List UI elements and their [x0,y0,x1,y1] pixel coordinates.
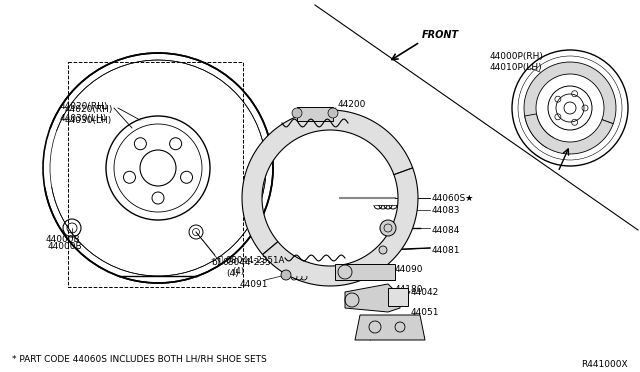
Circle shape [328,108,338,118]
Text: 44010P(LH): 44010P(LH) [490,63,543,72]
Text: 44083: 44083 [432,206,461,215]
Text: 44000B: 44000B [48,242,83,251]
Polygon shape [524,62,616,148]
Text: 44030(LH): 44030(LH) [65,116,112,125]
Polygon shape [355,315,425,340]
Text: (4): (4) [226,269,239,278]
Text: 08044-2351A: 08044-2351A [222,258,283,267]
Text: ⒱ 08044-2351A: ⒱ 08044-2351A [218,255,284,264]
Polygon shape [262,168,418,286]
Text: 44051: 44051 [411,308,440,317]
Text: 44030(LH): 44030(LH) [60,114,108,123]
Text: 44091: 44091 [240,280,269,289]
Bar [388,288,408,306]
Text: R441000X: R441000X [581,360,628,369]
Text: 44020(RH): 44020(RH) [65,105,113,114]
Circle shape [292,108,302,118]
Text: * PART CODE 44060S INCLUDES BOTH LH/RH SHOE SETS: * PART CODE 44060S INCLUDES BOTH LH/RH S… [12,354,267,363]
Text: 44084: 44084 [432,226,460,235]
Text: 44000B: 44000B [46,235,81,244]
Circle shape [379,246,387,254]
Bar [335,264,395,280]
Text: (4): (4) [232,267,244,276]
Polygon shape [345,284,400,312]
Text: 44081: 44081 [432,246,461,255]
Text: 44020(RH): 44020(RH) [60,102,108,111]
Text: 44090: 44090 [395,265,424,274]
Circle shape [281,270,291,280]
Text: 44060S★: 44060S★ [432,194,474,203]
Text: 44180: 44180 [395,285,424,294]
Text: 44200: 44200 [338,100,366,109]
Bar [297,107,333,121]
Text: 44042: 44042 [411,288,439,297]
Polygon shape [525,114,613,154]
Text: 44000P(RH): 44000P(RH) [490,52,544,61]
Circle shape [380,220,396,236]
Polygon shape [242,110,413,254]
Bar [68,62,243,287]
Text: FRONT: FRONT [422,30,459,40]
Text: ␢1: ␢1 [212,258,223,267]
